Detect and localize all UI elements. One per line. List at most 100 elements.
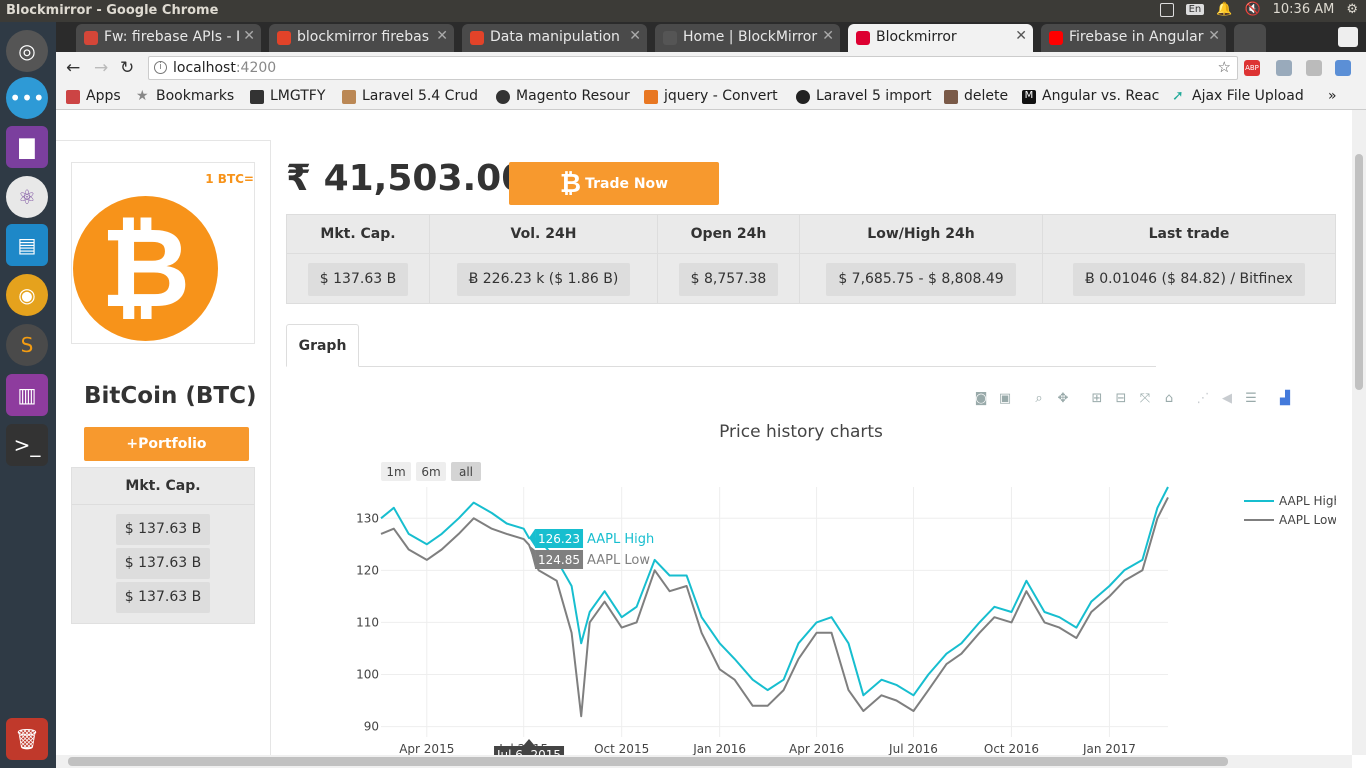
x-tick-label: Apr 2016 xyxy=(789,742,844,755)
ubuntu-dash-icon[interactable]: ◎ xyxy=(6,30,48,72)
tab-home[interactable]: Home | BlockMirror ✕ xyxy=(655,24,840,52)
close-icon[interactable]: ✕ xyxy=(243,28,255,44)
new-tab-button[interactable] xyxy=(1234,24,1266,52)
spike-lines-icon[interactable]: ⋰ xyxy=(1196,391,1210,406)
bookmark-angular-vs-react[interactable]: M Angular vs. Reac xyxy=(1022,88,1159,104)
reload-icon[interactable]: ↻ xyxy=(120,58,135,78)
info-icon[interactable]: i xyxy=(154,61,167,74)
bookmark-lmgtfy[interactable]: LMGTFY xyxy=(250,88,325,104)
tab-gitlab-2[interactable]: Data manipulation ✕ xyxy=(462,24,647,52)
horizontal-scrollbar[interactable] xyxy=(56,755,1352,768)
autoscale-icon[interactable]: ⤧ xyxy=(1139,391,1151,406)
hover-compare-icon[interactable]: ☰ xyxy=(1245,391,1257,406)
adblock-icon[interactable]: ABP xyxy=(1244,60,1260,76)
tab-youtube[interactable]: Firebase in Angular ✕ xyxy=(1041,24,1226,52)
document-icon[interactable]: ▥ xyxy=(6,374,48,416)
power-icon[interactable]: ⚙ xyxy=(1346,2,1358,17)
extension-icon[interactable] xyxy=(1276,60,1292,76)
tab-gmail[interactable]: Fw: firebase APIs - I ✕ xyxy=(76,24,261,52)
stat-open: Open 24h $ 8,757.38 xyxy=(658,215,800,303)
keyboard-language[interactable]: En xyxy=(1185,4,1205,15)
bookmark-laravel-crud[interactable]: Laravel 5.4 Crud xyxy=(342,88,478,104)
btc-rate: 1 BTC= xyxy=(205,172,254,186)
bookmark-magento[interactable]: Magento Resour xyxy=(496,88,630,104)
text-editor-icon[interactable]: ▤ xyxy=(6,224,48,266)
volume-icon[interactable]: 🔇 xyxy=(1244,2,1261,17)
bookmark-bookmarks[interactable]: ★ Bookmarks xyxy=(136,88,235,104)
range-button-1m[interactable]: 1m xyxy=(381,462,411,481)
scrollbar-thumb[interactable] xyxy=(1355,154,1363,390)
range-button-bg[interactable] xyxy=(416,462,446,481)
browser-tabstrip: Fw: firebase APIs - I ✕ blockmirror fireb… xyxy=(56,22,1366,52)
range-button-bg[interactable] xyxy=(451,462,481,481)
gmail-icon xyxy=(84,31,98,45)
range-button-all[interactable]: all xyxy=(451,462,481,481)
x-tick-label: Jul 2016 xyxy=(888,742,938,755)
tab-gitlab-1[interactable]: blockmirror firebas ✕ xyxy=(269,24,454,52)
range-button-label[interactable]: 6m xyxy=(421,465,440,479)
coin-sidebar: 1 BTC= ₿ BitCoin (BTC) +Portfolio Mkt. C… xyxy=(56,140,271,755)
bookmark-delete[interactable]: delete xyxy=(944,88,1008,104)
pan-icon[interactable]: ✥ xyxy=(1057,391,1069,406)
bookmark-ajax-upload[interactable]: ➚ Ajax File Upload xyxy=(1172,88,1304,104)
scrollbar-thumb[interactable] xyxy=(68,757,1228,766)
bookmark-laravel-import[interactable]: Laravel 5 import xyxy=(796,88,932,104)
bookmark-apps[interactable]: Apps xyxy=(66,88,121,104)
vertical-scrollbar[interactable] xyxy=(1352,110,1366,755)
back-arrow-icon[interactable]: ← xyxy=(66,58,81,78)
tab-graph[interactable]: Graph xyxy=(286,324,359,367)
close-icon[interactable]: ✕ xyxy=(822,28,834,44)
menu-icon[interactable]: ⋮ xyxy=(1360,58,1366,77)
notification-icon[interactable]: 🔔 xyxy=(1216,2,1233,17)
tab-blockmirror[interactable]: Blockmirror ✕ xyxy=(848,24,1033,52)
price-history-chart[interactable]: Price history charts 1m 6m all Apr 2015 Jul… xyxy=(326,410,1336,755)
legend-item[interactable]: AAPL Low xyxy=(1244,513,1336,527)
range-button-6m[interactable]: 6m xyxy=(416,462,446,481)
close-icon[interactable]: ✕ xyxy=(436,28,448,44)
zoom-out-icon[interactable]: ⊟ xyxy=(1115,391,1127,406)
range-button-label[interactable]: all xyxy=(459,465,473,479)
hover-label: 124.85 AAPL Low xyxy=(529,545,650,569)
legend-label[interactable]: AAPL Low xyxy=(1279,513,1336,527)
range-selector: 1m 6m all xyxy=(381,462,481,481)
plotly-logo-icon[interactable]: ▟ xyxy=(1280,391,1290,406)
bookmark-jquery[interactable]: jquery - Convert xyxy=(644,88,778,104)
clock[interactable]: 10:36 AM xyxy=(1272,2,1335,17)
legend-label[interactable]: AAPL High xyxy=(1279,494,1336,508)
chart-title: Price history charts xyxy=(719,422,883,442)
atom-icon[interactable]: ⚛ xyxy=(6,176,48,218)
camera-icon[interactable]: ◙ xyxy=(974,391,988,406)
range-button-label[interactable]: 1m xyxy=(386,465,405,479)
x-tick-label: Oct 2015 xyxy=(594,742,649,755)
zoom-in-icon[interactable]: ⊞ xyxy=(1091,391,1103,406)
trash-icon[interactable]: 🗑 xyxy=(6,718,48,760)
chrome-icon[interactable]: ◉ xyxy=(6,274,48,316)
extension-icon[interactable] xyxy=(1306,60,1322,76)
profile-icon[interactable] xyxy=(1338,27,1358,47)
hover-closest-icon[interactable]: ◀ xyxy=(1222,391,1232,406)
terminal-icon[interactable]: >_ xyxy=(6,424,48,466)
sublime-icon[interactable]: S xyxy=(6,324,48,366)
chart-extension-icon[interactable] xyxy=(1335,60,1351,76)
close-icon[interactable]: ✕ xyxy=(629,28,641,44)
star-icon[interactable]: ☆ xyxy=(1217,58,1231,76)
range-button-bg[interactable] xyxy=(381,462,411,481)
coin-logo-box: 1 BTC= ₿ xyxy=(71,162,255,344)
add-portfolio-button[interactable]: +Portfolio xyxy=(84,427,249,461)
address-bar[interactable]: i localhost:4200 ☆ xyxy=(148,56,1238,80)
forward-arrow-icon[interactable]: → xyxy=(94,58,109,78)
close-icon[interactable]: ✕ xyxy=(1015,28,1027,44)
trade-now-label: Trade Now xyxy=(585,175,669,192)
files-icon[interactable]: ▇ xyxy=(6,126,48,168)
close-icon[interactable]: ✕ xyxy=(1208,28,1220,44)
trade-now-button[interactable]: ₿ Trade Now xyxy=(509,162,719,205)
bookmarks-overflow[interactable]: » xyxy=(1328,88,1337,104)
coin-price: ₹ 41,503.000 xyxy=(286,158,552,199)
chat-icon[interactable]: ••• xyxy=(6,77,48,119)
stat-market-cap: Mkt. Cap. $ 137.63 B xyxy=(287,215,430,303)
save-icon[interactable]: ▣ xyxy=(998,391,1012,406)
legend-item[interactable]: AAPL High xyxy=(1244,494,1336,508)
home-icon[interactable]: ⌂ xyxy=(1164,391,1174,406)
screen-icon[interactable] xyxy=(1159,2,1174,17)
zoom-icon[interactable]: ⌕ xyxy=(1035,391,1043,406)
